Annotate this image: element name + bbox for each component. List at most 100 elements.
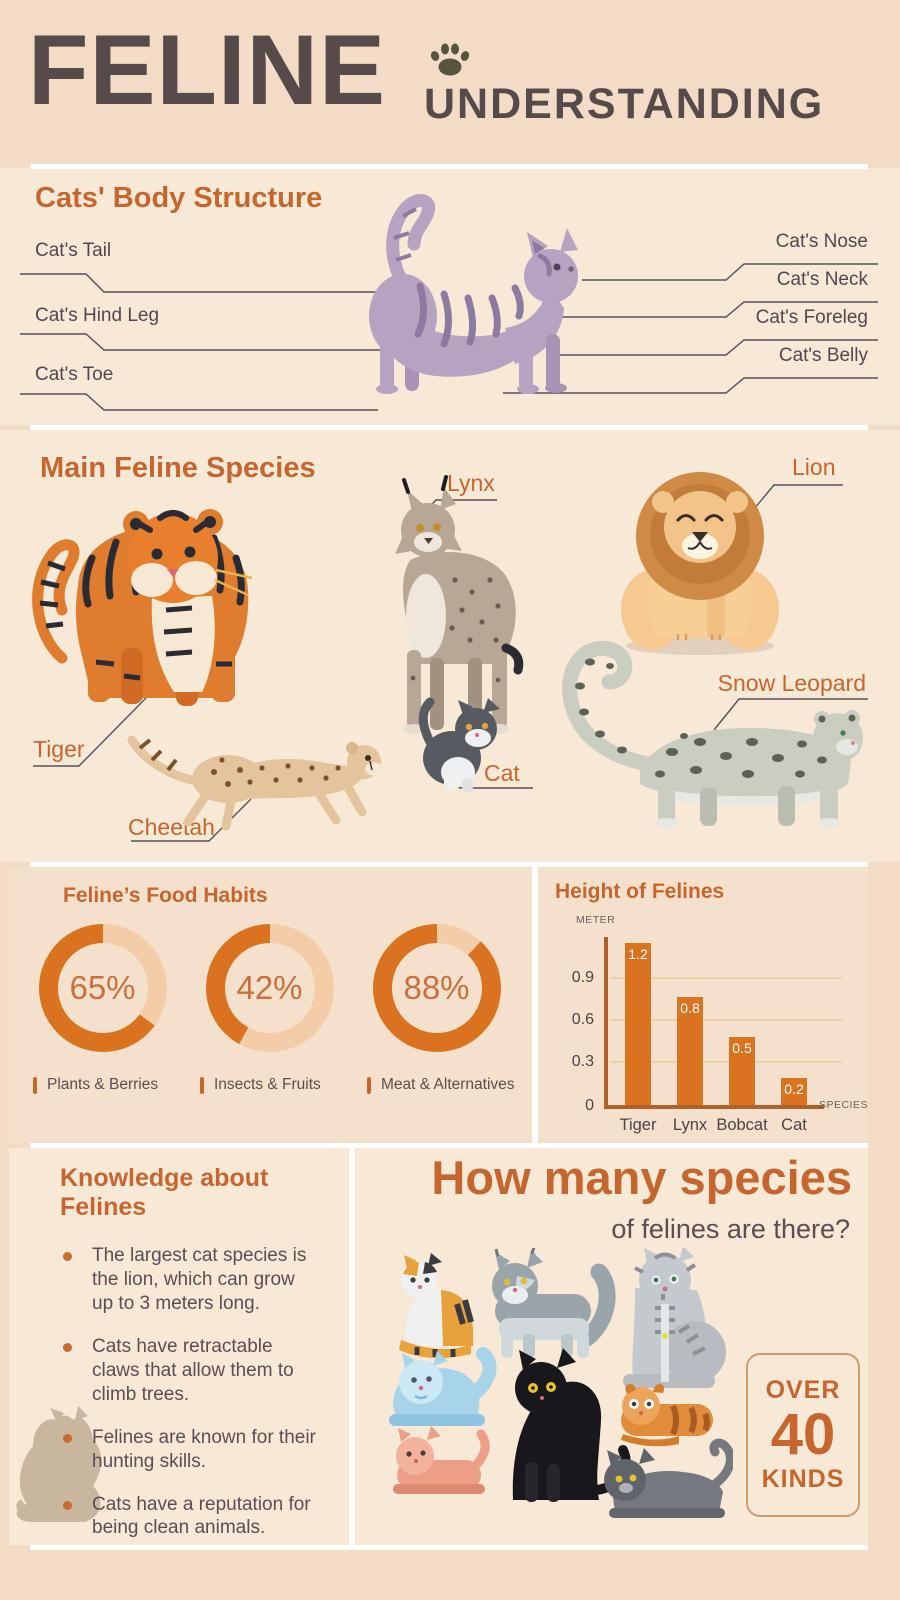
y-tick: 0: [585, 1097, 594, 1114]
blue-cat: [389, 1347, 497, 1426]
badge-top-text: OVER: [765, 1375, 841, 1404]
badge-bottom-text: KINDS: [761, 1465, 845, 1494]
y-tick: 0.6: [571, 1011, 594, 1028]
label-cats-hind-leg: Cat's Hind Leg: [35, 305, 160, 326]
x-tick: Lynx: [672, 1116, 708, 1134]
bar-lynx: 0.8: [677, 997, 703, 1105]
bar-value: 1.2: [628, 946, 648, 962]
section-body-structure: Cats' Body Structure Cat's Tail Cat's Hi…: [0, 168, 900, 425]
silver-tabby-cat: [623, 1248, 726, 1388]
gray-cat: [604, 1438, 733, 1518]
label-snow-leopard: Snow Leopard: [717, 670, 866, 696]
legend-marker-icon: [200, 1076, 204, 1094]
purple-cat: [369, 194, 578, 394]
list-item: Cats have a reputation for being clean a…: [9, 1493, 339, 1541]
page-title: FELINE: [28, 14, 387, 125]
x-tick: Cat: [781, 1116, 807, 1134]
label-cats-belly: Cat's Belly: [778, 345, 868, 366]
donut-percent: 88%: [403, 969, 470, 1006]
donut-chart-meat: 88%: [372, 924, 501, 1052]
legend-marker-icon: [33, 1076, 37, 1094]
divider: [30, 164, 868, 169]
section-title: Main Feline Species: [40, 452, 316, 484]
donut-percent: 65%: [69, 969, 136, 1006]
legend-label: Plants & Berries: [47, 1076, 159, 1093]
label-cheetah: Cheetah: [128, 814, 215, 840]
count-subheading: of felines are there?: [611, 1214, 850, 1244]
donut-plants: 65% Plants & Berries: [19, 924, 186, 1094]
bullet-icon: [63, 1433, 72, 1443]
cat-illustration: [418, 697, 500, 792]
over-40-kinds-badge: OVER 40 KINDS: [746, 1353, 860, 1517]
section-title: Feline’s Food Habits: [63, 884, 268, 907]
legend-marker-icon: [367, 1076, 371, 1094]
label-cats-toe: Cat's Toe: [35, 364, 114, 385]
bar-value: 0.5: [732, 1040, 752, 1056]
donut-percent: 42%: [236, 969, 303, 1006]
section-food-habits: Feline’s Food Habits 65% Plants & Berrie…: [9, 868, 532, 1143]
tiger-illustration: [32, 509, 253, 706]
paw-icon: [427, 40, 473, 83]
legend-label: Insects & Fruits: [214, 1076, 321, 1093]
list-item: Felines are known for their hunting skil…: [9, 1426, 339, 1474]
bar-value: 0.2: [784, 1081, 804, 1097]
list-item: Cats have retractable claws that allow t…: [9, 1335, 339, 1407]
donut-insects: 42% Insects & Fruits: [186, 924, 353, 1094]
donut-meat: 88% Meat & Alternatives: [353, 924, 520, 1094]
legend-item: Plants & Berries: [19, 1076, 158, 1094]
x-category-labels: Tiger Lynx Bobcat Cat: [612, 1116, 820, 1135]
x-tick: Bobcat: [716, 1116, 768, 1134]
page-subtitle: UNDERSTANDING: [424, 80, 825, 128]
x-axis: [604, 1105, 824, 1109]
legend-label: Meat & Alternatives: [381, 1076, 515, 1093]
salmon-cat: [393, 1426, 490, 1494]
y-tick: 0.3: [571, 1053, 594, 1070]
bullet-icon: [63, 1342, 72, 1352]
legend-item: Insects & Fruits: [186, 1076, 321, 1094]
donut-charts: 65% Plants & Berries 42% Insects & Fruit…: [19, 924, 522, 1094]
section-main-feline-species: Main Feline Species Tiger Lynx Lion Chee…: [0, 430, 900, 862]
label-tiger: Tiger: [33, 736, 85, 762]
gridline-03: [610, 1061, 842, 1063]
section-title: Cats' Body Structure: [35, 182, 323, 214]
bars: 1.2 0.8 0.5 0.2: [612, 943, 820, 1105]
divider: [30, 1143, 868, 1148]
y-axis-unit: METER: [576, 914, 616, 926]
connector-lines: [20, 263, 878, 411]
bar-chart: METER 0 0.3 0.6 0.9 1.2 0.8 0.5 0.2 Tige…: [546, 888, 868, 1135]
section-title: Height of Felines: [555, 880, 725, 903]
label-lynx: Lynx: [447, 470, 495, 496]
snow-leopard-illustration: [562, 640, 863, 828]
x-axis-unit: SPECIES: [818, 1099, 868, 1111]
divider: [30, 425, 868, 430]
stretching-cat-illustration: [20, 194, 878, 411]
label-lion: Lion: [792, 454, 836, 480]
label-cats-neck: Cat's Neck: [776, 269, 868, 290]
bullet-icon: [63, 1500, 72, 1510]
lynx-illustration: [395, 475, 524, 734]
legend-item: Meat & Alternatives: [353, 1076, 515, 1094]
gridline-09: [610, 977, 842, 979]
label-cat: Cat: [484, 760, 520, 786]
y-tick: 0.9: [571, 969, 594, 986]
label-cats-tail: Cat's Tail: [35, 240, 112, 261]
divider: [30, 862, 868, 867]
footer-strip: [0, 1548, 900, 1600]
divider: [349, 1148, 355, 1545]
count-heading: How many species: [431, 1151, 852, 1204]
section-knowledge: Knowledge about Felines The largest cat …: [9, 1148, 349, 1545]
knowledge-list: The largest cat species is the lion, whi…: [9, 1244, 339, 1545]
black-cat: [512, 1348, 631, 1502]
cat-silhouette-icon: [9, 1402, 109, 1529]
header: FELINE UNDERSTANDING: [0, 0, 900, 165]
donut-chart-insects: 42%: [205, 924, 334, 1052]
gridline-06: [610, 1019, 842, 1021]
section-height-chart: Height of Felines METER 0 0.3 0.6 0.9 1.…: [538, 868, 868, 1143]
label-cats-foreleg: Cat's Foreleg: [755, 307, 868, 328]
maine-coon-cat: [492, 1248, 616, 1358]
section-title: Knowledge about Felines: [60, 1164, 269, 1221]
divider: [30, 1545, 868, 1550]
cheetah-illustration: [127, 735, 383, 831]
section-species-count: How many species of felines are there?: [355, 1148, 868, 1545]
